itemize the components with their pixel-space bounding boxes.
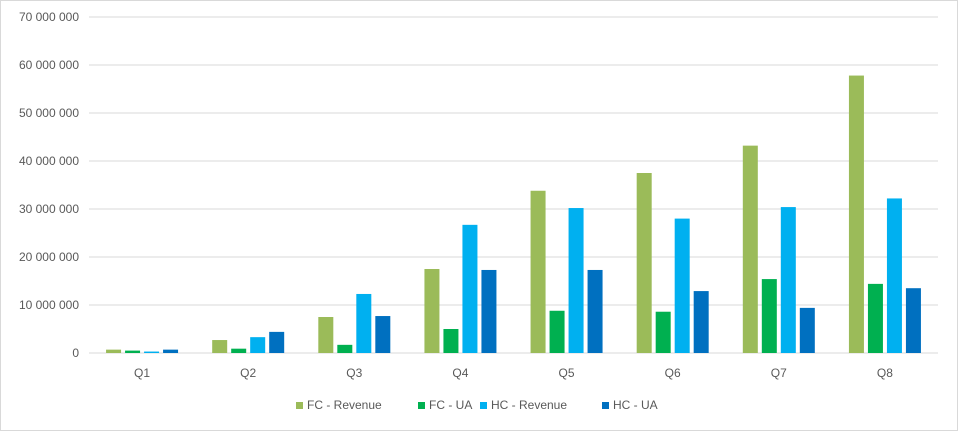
bar-fc-revenue-q6 — [636, 173, 652, 353]
y-tick-label: 40 000 000 — [19, 154, 79, 168]
bar-fc-ua-q1 — [125, 350, 141, 353]
bar-hc-ua-q3 — [375, 316, 391, 353]
bar-fc-ua-q3 — [337, 344, 353, 353]
bar-fc-ua-q6 — [655, 311, 671, 353]
bar-fc-revenue-q8 — [848, 75, 864, 353]
bar-fc-revenue-q5 — [530, 190, 546, 353]
bar-fc-ua-q7 — [761, 279, 777, 353]
bar-hc-revenue-q4 — [462, 224, 478, 353]
bar-fc-revenue-q7 — [742, 145, 758, 353]
legend-swatch — [602, 402, 609, 409]
bar-fc-ua-q5 — [549, 310, 565, 353]
bar-hc-ua-q7 — [799, 307, 815, 353]
legend-swatch — [480, 402, 487, 409]
bar-fc-revenue-q4 — [424, 269, 440, 353]
bar-fc-revenue-q2 — [212, 340, 228, 353]
bar-hc-ua-q1 — [163, 349, 179, 353]
bar-hc-ua-q6 — [693, 291, 709, 353]
legend-label: HC - UA — [613, 398, 658, 412]
bar-hc-ua-q8 — [905, 288, 921, 353]
gridlines — [89, 16, 938, 354]
bar-hc-revenue-q1 — [144, 351, 160, 353]
x-axis-ticks: Q1 Q2 Q3 Q4 Q5 Q6 Q7 Q8 — [134, 366, 893, 380]
x-tick-label: Q5 — [559, 366, 575, 380]
legend-label: HC - Revenue — [491, 398, 567, 412]
bar-fc-ua-q8 — [867, 283, 883, 353]
y-tick-label: 70 000 000 — [19, 10, 79, 24]
bars — [106, 75, 921, 353]
x-tick-label: Q2 — [240, 366, 256, 380]
bar-hc-revenue-q5 — [568, 208, 584, 353]
bar-hc-revenue-q3 — [356, 293, 372, 353]
bar-hc-revenue-q7 — [780, 207, 796, 353]
y-tick-label: 60 000 000 — [19, 58, 79, 72]
bar-fc-ua-q4 — [443, 329, 459, 353]
legend-label: FC - UA — [429, 398, 472, 412]
y-tick-label: 30 000 000 — [19, 202, 79, 216]
bar-hc-revenue-q8 — [886, 198, 902, 353]
bar-hc-revenue-q6 — [674, 218, 690, 353]
legend-label: FC - Revenue — [307, 398, 382, 412]
legend-swatch — [296, 402, 303, 409]
bar-hc-revenue-q2 — [250, 337, 266, 353]
x-tick-label: Q6 — [665, 366, 681, 380]
bar-hc-ua-q5 — [587, 269, 603, 353]
y-tick-label: 0 — [72, 346, 79, 360]
legend: FC - Revenue FC - UA HC - Revenue HC - UA — [296, 398, 658, 412]
bar-hc-ua-q2 — [269, 331, 285, 353]
x-tick-label: Q1 — [134, 366, 150, 380]
bar-fc-revenue-q1 — [106, 349, 122, 353]
y-tick-label: 50 000 000 — [19, 106, 79, 120]
bar-fc-revenue-q3 — [318, 317, 334, 353]
x-tick-label: Q7 — [771, 366, 787, 380]
y-axis-ticks: 0 10 000 000 20 000 000 30 000 000 40 000 00… — [19, 10, 79, 360]
bar-fc-ua-q2 — [231, 348, 247, 353]
x-tick-label: Q4 — [452, 366, 468, 380]
x-tick-label: Q3 — [346, 366, 362, 380]
bar-hc-ua-q4 — [481, 269, 497, 353]
y-tick-label: 20 000 000 — [19, 250, 79, 264]
x-tick-label: Q8 — [877, 366, 893, 380]
y-tick-label: 10 000 000 — [19, 298, 79, 312]
legend-swatch — [418, 402, 425, 409]
